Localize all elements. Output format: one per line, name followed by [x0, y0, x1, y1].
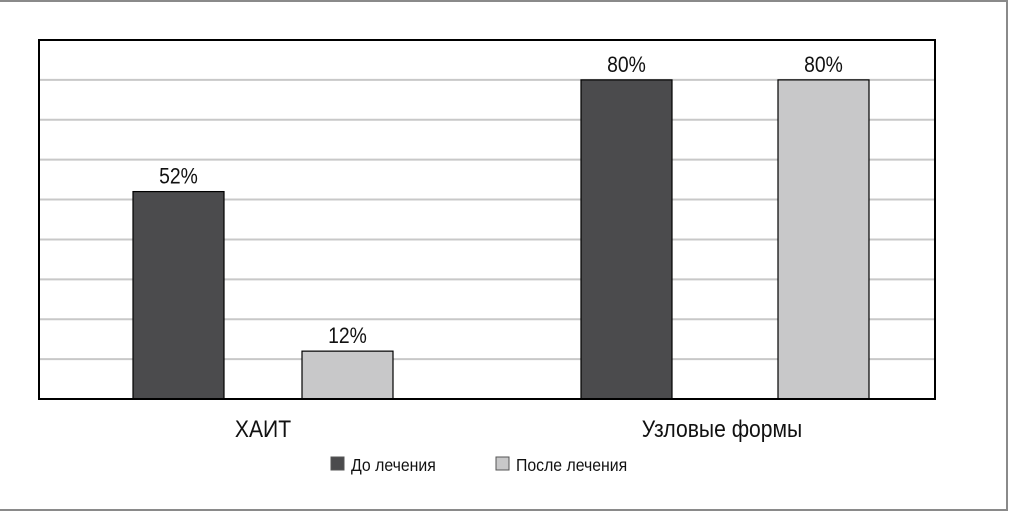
data-label: 12%: [328, 324, 367, 348]
bar: [132, 190, 225, 400]
legend-swatch: [330, 456, 345, 471]
plot-area-border: [38, 39, 936, 400]
bar: [580, 79, 673, 400]
bar: [301, 350, 394, 400]
legend-label: После лечения: [516, 455, 627, 475]
data-label: 80%: [804, 53, 843, 77]
legend-label: До лечения: [351, 455, 436, 475]
data-label: 52%: [159, 164, 198, 188]
category-label: Узловые формы: [642, 416, 802, 443]
category-label: ХАИТ: [235, 416, 291, 443]
data-label: 80%: [607, 53, 646, 77]
legend-swatch: [495, 456, 510, 471]
bar: [777, 79, 870, 400]
